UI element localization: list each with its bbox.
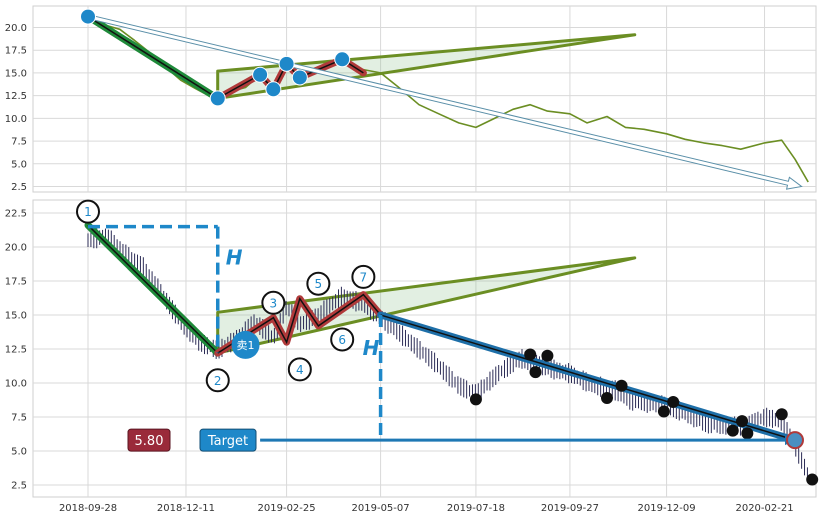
target-value-badge — [127, 428, 171, 452]
bottom-xtick-label: 2018-12-11 — [157, 503, 215, 514]
top-ytick-label: 12.5 — [5, 91, 27, 102]
wave-label-number: 6 — [338, 333, 346, 347]
wave-label-number: 7 — [360, 270, 368, 284]
top-pivot-marker — [252, 66, 269, 83]
top-ytick-label: 7.5 — [11, 137, 27, 148]
wave-label-circle — [205, 368, 230, 393]
bottom-ytick-label: 7.5 — [11, 413, 27, 424]
top-pivot-marker — [80, 8, 96, 25]
wave-label-circle — [261, 290, 286, 315]
top-triangle-pattern — [216, 33, 637, 100]
sell-signal-marker — [231, 330, 260, 359]
wave-label-number: 1 — [84, 205, 92, 219]
wave-label-circle — [306, 271, 331, 296]
top-trend-arrow — [86, 14, 803, 190]
bottom-wave-down-green-core — [87, 224, 219, 354]
bottom-panel: 2.5 5.0 7.5 10.0 12.5 15.0 17.5 20.0 22.5 2018-09… — [5, 199, 819, 514]
bottom-triangle-pattern — [216, 256, 637, 355]
bottom-black-marker — [741, 427, 754, 440]
wave-label-number: 4 — [296, 363, 304, 377]
bottom-ytick-label: 10.0 — [5, 379, 27, 390]
wave-label-circle — [287, 357, 312, 382]
top-wave-down-core — [87, 15, 219, 100]
bottom-black-marker — [469, 393, 482, 406]
bottom-black-marker — [726, 424, 739, 437]
bottom-black-marker — [615, 379, 628, 392]
bottom-ytick-label: 20.0 — [5, 243, 27, 254]
target-badge — [199, 428, 257, 452]
bottom-black-marker — [657, 405, 670, 418]
bottom-xtick-label: 2018-09-28 — [59, 503, 117, 514]
height-marker-label: H — [226, 246, 243, 270]
bottom-black-marker — [529, 366, 542, 379]
bottom-black-marker — [775, 408, 788, 421]
bottom-ytick-label: 2.5 — [11, 481, 27, 492]
wave-label-number: 2 — [214, 374, 222, 388]
target-badge-text: Target — [207, 434, 248, 449]
top-pivot-marker — [209, 90, 226, 107]
bottom-ytick-label: 22.5 — [5, 209, 27, 220]
top-pivot-marker — [278, 55, 295, 72]
top-ytick-label: 2.5 — [11, 182, 27, 193]
bottom-black-marker — [524, 348, 537, 361]
bottom-black-marker — [806, 473, 819, 486]
bottom-xtick-label: 2020-02-21 — [735, 503, 793, 514]
top-ytick-label: 20.0 — [5, 23, 27, 34]
top-pivot-marker — [265, 81, 282, 98]
top-ytick-label: 17.5 — [5, 46, 27, 57]
bottom-ytick-label: 5.0 — [11, 447, 27, 458]
wave-label-number: 5 — [315, 277, 323, 291]
top-panel: 2.5 5.0 7.5 10.0 12.5 15.0 17.5 20.0 — [5, 5, 817, 193]
bottom-ytick-label: 12.5 — [5, 345, 27, 356]
top-ytick-label: 5.0 — [11, 159, 27, 170]
top-pivot-marker — [334, 51, 351, 68]
bottom-xtick-label: 2019-02-25 — [258, 503, 316, 514]
target-price-marker — [785, 431, 804, 450]
bottom-ytick-label: 15.0 — [5, 311, 27, 322]
wave-label-circle — [76, 199, 100, 224]
sell-signal-label: 卖1 — [237, 339, 255, 352]
bottom-ytick-label: 17.5 — [5, 277, 27, 288]
target-value-text: 5.80 — [135, 434, 164, 449]
bottom-wave-up-red-core — [217, 293, 382, 354]
bottom-wave-down-blue-core — [380, 314, 796, 441]
bottom-xtick-label: 2019-12-09 — [638, 503, 696, 514]
top-pivot-marker — [291, 69, 308, 86]
bottom-xtick-label: 2019-05-07 — [352, 503, 410, 514]
wave-label-number: 3 — [270, 296, 278, 310]
wave-label-circle — [351, 264, 376, 289]
bottom-black-marker — [736, 415, 749, 428]
bottom-xtick-label: 2019-09-27 — [541, 503, 599, 514]
bottom-xtick-label: 2019-07-18 — [447, 503, 505, 514]
bottom-black-marker — [541, 349, 554, 362]
wave-label-circle — [330, 327, 355, 352]
bottom-black-marker — [600, 391, 613, 404]
top-ytick-label: 15.0 — [5, 68, 27, 79]
bottom-black-marker — [667, 396, 680, 409]
top-ytick-label: 10.0 — [5, 114, 27, 125]
height-marker-label: H — [363, 336, 380, 360]
